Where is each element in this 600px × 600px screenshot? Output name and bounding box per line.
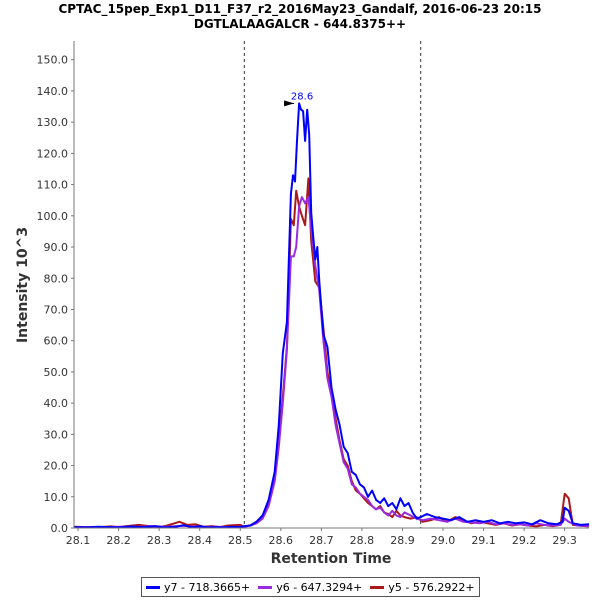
x-tick-label: 28.9 [390, 534, 415, 547]
x-tick-label: 28.5 [228, 534, 253, 547]
x-tick-label: 29.3 [552, 534, 577, 547]
plot-area [74, 41, 589, 528]
legend-swatch [370, 585, 385, 589]
x-tick-label: 28.7 [309, 534, 334, 547]
y-tick-label: 0.0 [51, 522, 69, 535]
y-tick-label: 10.0 [44, 491, 69, 504]
y-tick-label: 130.0 [37, 116, 69, 129]
x-tick-label: 28.4 [187, 534, 212, 547]
legend-item-y6: y6 - 647.3294+ [258, 581, 362, 594]
y-tick-label: 110.0 [37, 179, 69, 192]
legend-label: y6 - 647.3294+ [276, 580, 363, 594]
y-tick-label: 70.0 [44, 303, 69, 316]
legend-item-y7: y7 - 718.3665+ [146, 581, 250, 594]
x-tick-label: 29.1 [471, 534, 496, 547]
y-tick-label: 50.0 [44, 366, 69, 379]
x-tick-label: 28.2 [106, 534, 131, 547]
legend-swatch [258, 585, 273, 589]
legend-swatch [146, 585, 160, 589]
legend-label: y5 - 576.2922+ [388, 580, 475, 594]
y-tick-label: 120.0 [37, 147, 69, 160]
x-tick-label: 28.8 [350, 534, 375, 547]
x-tick-label: 28.3 [147, 534, 172, 547]
y-tick-label: 90.0 [44, 241, 69, 254]
y-tick-label: 30.0 [44, 428, 69, 441]
x-tick-label: 28.6 [269, 534, 294, 547]
y-tick-label: 40.0 [44, 397, 69, 410]
x-tick-label: 29.0 [431, 534, 456, 547]
series-line-y7 [73, 102, 590, 529]
chart-subtitle: DGTLALAAGALCR - 644.8375++ [193, 17, 407, 31]
y-axis-label: Intensity 10^3 [15, 227, 31, 343]
y-tick-label: 60.0 [44, 335, 69, 348]
x-axis-label: Retention Time [271, 551, 392, 567]
y-tick-label: 140.0 [37, 85, 69, 98]
y-tick-label: 150.0 [37, 54, 69, 67]
chart-legend: y7 - 718.3665+ y6 - 647.3294+ y5 - 576.292… [141, 577, 480, 597]
legend-item-y5: y5 - 576.2922+ [370, 580, 475, 594]
x-tick-label: 28.1 [66, 534, 91, 547]
peak-label: 28.6 [291, 91, 313, 102]
chromatogram-chart: 0.0 10.0 20.0 30.0 40.0 50.0 60.0 70.0 80.0 90.0 1… [15, 41, 590, 567]
legend-label: y7 - 718.3665+ [164, 580, 251, 594]
chart-title: CPTAC_15pep_Exp1_D11_F37_r2_2016May23_Ga… [58, 2, 542, 16]
y-tick-label: 80.0 [44, 272, 69, 285]
y-tick-label: 100.0 [37, 210, 69, 223]
y-tick-label: 20.0 [44, 460, 69, 473]
x-tick-label: 29.2 [512, 534, 537, 547]
